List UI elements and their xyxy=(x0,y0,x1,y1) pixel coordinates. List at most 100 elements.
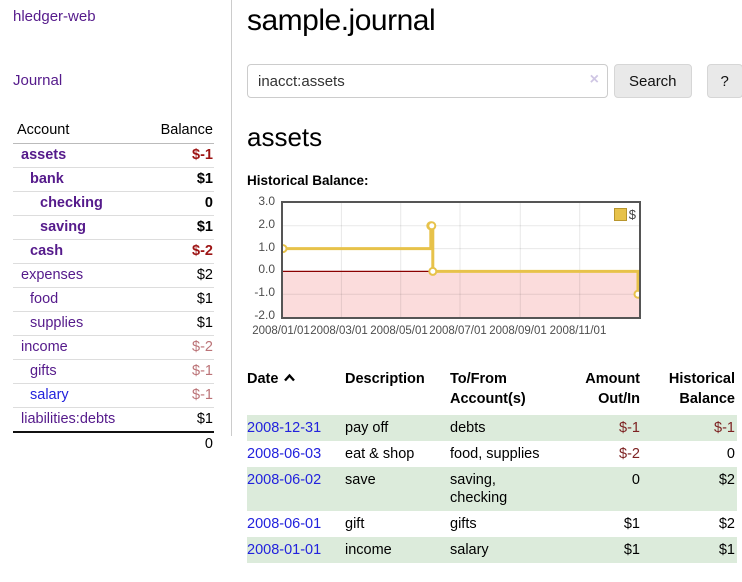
y-axis-tick-label: 2.0 xyxy=(258,217,275,231)
accounts-total-spacer xyxy=(13,431,142,456)
account-link-liabilities-debts[interactable]: liabilities:debts xyxy=(21,411,116,427)
account-link-gifts[interactable]: gifts xyxy=(30,363,57,379)
x-axis: 2008/01/01 2008/03/01 2008/05/01 2008/07/01… xyxy=(252,325,637,341)
y-axis-tick-label: -1.0 xyxy=(254,285,275,299)
account-link-cash[interactable]: cash xyxy=(30,243,64,259)
account-row: cash $-2 xyxy=(13,239,214,264)
account-balance: 0 xyxy=(141,191,214,216)
account-link-income[interactable]: income xyxy=(21,339,68,355)
transaction-description: pay off xyxy=(345,415,450,441)
account-balance: $-2 xyxy=(141,335,214,360)
account-row: saving $1 xyxy=(13,215,214,240)
account-row: liabilities:debts $1 xyxy=(13,407,214,433)
register-header-description: Description xyxy=(345,371,425,387)
sidebar-nav: Journal xyxy=(13,72,214,90)
x-axis-tick-label: 2008/05/01 xyxy=(370,325,428,337)
register-row: 2008-06-01 gift gifts $1 $2 xyxy=(247,511,737,537)
transaction-balance: 0 xyxy=(726,446,735,462)
account-balance: $-1 xyxy=(141,359,214,384)
account-balance: $-1 xyxy=(141,383,214,408)
transaction-accounts: food, supplies xyxy=(450,446,540,462)
account-row: supplies $1 xyxy=(13,311,214,336)
sidebar: hledger-web Journal Account Balance asse… xyxy=(0,0,232,563)
account-row: food $1 xyxy=(13,287,214,312)
transaction-description: gift xyxy=(345,516,365,532)
account-link-expenses[interactable]: expenses xyxy=(21,267,84,283)
account-row: income $-2 xyxy=(13,335,214,360)
x-axis-tick-label: 2008/07/01 xyxy=(429,325,487,337)
y-axis-tick-label: 3.0 xyxy=(258,194,275,208)
sort-ascending-icon xyxy=(284,373,296,382)
transaction-balance: $-1 xyxy=(642,415,737,441)
account-link-salary[interactable]: salary xyxy=(30,387,69,403)
chart-canvas xyxy=(283,203,639,317)
y-axis-tick-label: 1.0 xyxy=(258,240,275,254)
sidebar-item-journal[interactable]: Journal xyxy=(13,72,63,89)
accounts-header-balance: Balance xyxy=(141,118,214,144)
page-title: sample.journal xyxy=(247,4,436,37)
accounts-table: Account Balance assets $-1 bank $1 check… xyxy=(13,118,214,456)
account-link-checking[interactable]: checking xyxy=(40,195,103,211)
account-balance: $1 xyxy=(141,311,214,336)
y-axis-tick-label: -2.0 xyxy=(254,308,275,322)
legend-swatch-icon xyxy=(613,208,627,221)
register-header-row: Date Description To/From Account(s) Amou… xyxy=(247,369,737,415)
y-axis-tick-label: 0.0 xyxy=(258,262,275,276)
chart-legend: $ xyxy=(613,207,636,222)
register-header-date[interactable]: Date xyxy=(247,369,345,415)
account-balance: $-1 xyxy=(141,143,214,168)
search-button[interactable]: Search xyxy=(614,64,692,98)
transaction-accounts: saving, checking xyxy=(450,467,554,511)
transaction-accounts: salary xyxy=(450,537,554,563)
account-heading: assets xyxy=(247,122,323,152)
account-row: expenses $2 xyxy=(13,263,214,288)
transaction-date-link[interactable]: 2008-06-03 xyxy=(247,446,322,462)
main-content: sample.journal × Search ? assets Histori… xyxy=(232,0,742,563)
legend-label: $ xyxy=(628,207,636,222)
x-axis-tick-label: 2008/01/01 xyxy=(252,325,310,337)
account-balance: $1 xyxy=(141,167,214,192)
help-button[interactable]: ? xyxy=(706,64,742,98)
transaction-amount: 0 xyxy=(554,467,642,511)
transaction-balance: $1 xyxy=(642,537,737,563)
accounts-total-row: 0 xyxy=(13,431,214,456)
register-row: 2008-06-02 save saving, checking 0 $2 xyxy=(247,467,737,511)
brand-link[interactable]: hledger-web xyxy=(13,8,96,25)
transaction-amount: $1 xyxy=(623,516,640,532)
transaction-date-link[interactable]: 2008-01-01 xyxy=(247,542,322,558)
register-header-balance: Historical Balance xyxy=(668,371,735,407)
accounts-header-account: Account xyxy=(13,118,142,144)
transaction-date-link[interactable]: 2008-06-02 xyxy=(247,472,322,488)
account-balance: $1 xyxy=(141,407,214,433)
x-axis-tick-label: 2008/09/01 xyxy=(489,325,547,337)
transaction-amount: $-1 xyxy=(554,415,642,441)
account-link-bank[interactable]: bank xyxy=(30,171,64,187)
account-link-assets[interactable]: assets xyxy=(21,147,67,163)
transaction-balance: $2 xyxy=(718,516,735,532)
x-axis-tick-label: 2008/03/01 xyxy=(310,325,368,337)
account-balance: $-2 xyxy=(141,239,214,264)
register-table: Date Description To/From Account(s) Amou… xyxy=(247,369,737,563)
transaction-balance: $2 xyxy=(642,467,737,511)
y-axis: 3.0 2.0 1.0 0.0 -1.0 -2.0 xyxy=(247,194,275,322)
transaction-description: eat & shop xyxy=(345,446,415,462)
clear-search-icon[interactable]: × xyxy=(589,71,599,88)
search-input[interactable] xyxy=(247,64,608,98)
register-header-amount: Amount Out/In xyxy=(585,371,640,407)
search-bar: × Search ? xyxy=(247,64,742,98)
account-link-food[interactable]: food xyxy=(30,291,59,307)
transaction-date-link[interactable]: 2008-06-01 xyxy=(247,516,322,532)
register-row: 2008-12-31 pay off debts $-1 $-1 xyxy=(247,415,737,441)
account-balance: $1 xyxy=(141,215,214,240)
x-axis-tick-label: 2008/11/01 xyxy=(549,325,607,337)
account-balance: $1 xyxy=(141,287,214,312)
transaction-date-link[interactable]: 2008-12-31 xyxy=(247,420,322,436)
transaction-accounts: gifts xyxy=(450,516,477,532)
transaction-amount: $-2 xyxy=(619,446,640,462)
account-link-supplies[interactable]: supplies xyxy=(30,315,84,331)
transaction-amount: $1 xyxy=(554,537,642,563)
transaction-description: save xyxy=(345,467,450,511)
account-link-saving[interactable]: saving xyxy=(40,219,86,235)
register-row: 2008-01-01 income salary $1 $1 xyxy=(247,537,737,563)
account-row: bank $1 xyxy=(13,167,214,192)
